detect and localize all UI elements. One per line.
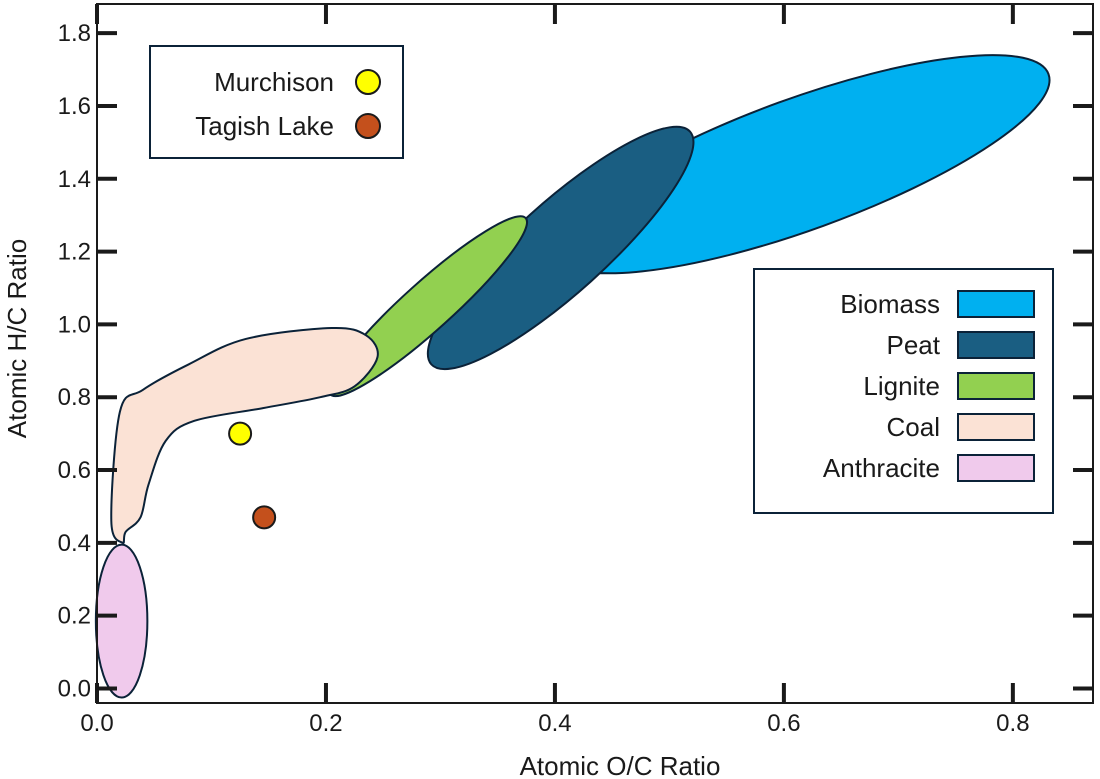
y-tick-label: 1.6: [58, 93, 91, 120]
x-tick-label: 0.6: [767, 710, 800, 737]
legend-swatch-peat: [957, 331, 1035, 359]
axes-layer: 0.0 0.2 0.4 0.6 0.8 0.0 0.2 0.4 0.6 0.8 1.0 1.2 1.4 1…: [2, 3, 1094, 779]
y-tick-label: 1.2: [58, 239, 91, 266]
y-tick-label: 0.2: [58, 603, 91, 630]
legend-swatch-anthracite: [957, 454, 1035, 482]
legend-swatch-lignite: [957, 372, 1035, 400]
point-tagish-lake: [252, 505, 277, 530]
y-tick-label: 0.4: [58, 530, 91, 557]
region-coal: [110, 326, 379, 545]
region-anthracite: [94, 543, 149, 699]
legend-label-peat: Peat: [887, 330, 941, 360]
y-tick-label: 1.0: [58, 311, 91, 338]
legend-label-murchison: Murchison: [214, 67, 334, 97]
y-axis-label: Atomic H/C Ratio: [2, 239, 32, 438]
legend-layer: Murchison Tagish Lake Biomass Peat Lignite Co…: [149, 45, 1054, 514]
x-tick-label: 0.4: [538, 710, 571, 737]
x-tick-label: 0.2: [309, 710, 342, 737]
y-tick-label: 1.8: [58, 20, 91, 47]
legend-marker-tagish-lake: [355, 113, 381, 139]
legend-marker-murchison: [355, 69, 381, 95]
points-legend: [149, 45, 404, 159]
region-peat: [426, 125, 695, 371]
plot-frame: [96, 3, 1094, 704]
x-axis-label: Atomic O/C Ratio: [520, 751, 721, 779]
point-murchison: [228, 421, 253, 446]
legend-swatch-biomass: [957, 290, 1035, 318]
legend-label-lignite: Lignite: [863, 371, 940, 401]
legend-swatch-coal: [957, 413, 1035, 441]
y-tick-label: 0.8: [58, 384, 91, 411]
legend-label-tagish-lake: Tagish Lake: [195, 111, 334, 141]
y-tick-label: 0.0: [58, 675, 91, 702]
x-tick-label: 0.0: [80, 710, 113, 737]
legend-label-coal: Coal: [887, 412, 940, 442]
x-tick-label: 0.8: [996, 710, 1029, 737]
points-layer: [228, 421, 277, 530]
y-tick-label: 1.4: [58, 166, 91, 193]
legend-label-anthracite: Anthracite: [823, 453, 940, 483]
legend-label-biomass: Biomass: [840, 289, 940, 319]
regions-layer: [94, 54, 1051, 699]
y-tick-label: 0.6: [58, 457, 91, 484]
